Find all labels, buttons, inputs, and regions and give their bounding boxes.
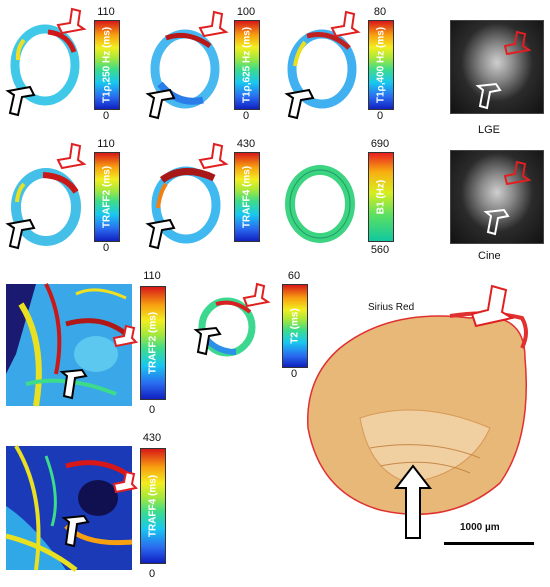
colorbar-max: 430: [236, 138, 256, 150]
white-arrow-icon: [483, 208, 510, 236]
red-arrow-icon: [503, 30, 532, 56]
colorbar-t1rho-400: T1ρ,400 Hz (ms): [368, 20, 394, 110]
red-arrow-icon: [198, 142, 229, 170]
colorbar-t1rho-250: T1ρ,250 Hz (ms): [94, 20, 120, 110]
colorbar-label: T2 (ms): [289, 308, 301, 344]
map-t1rho-400: [287, 29, 357, 109]
black-arrow-icon: [61, 514, 90, 548]
colorbar-max: 110: [143, 270, 161, 282]
scale-bar: [444, 542, 534, 545]
colorbar-max: 60: [287, 270, 301, 282]
colorbar-min: 0: [242, 110, 250, 122]
map-t1rho-250: [10, 24, 80, 106]
colorbar-traff2-top: TRAFF2 (ms): [94, 152, 120, 242]
caption-cine: Cine: [478, 250, 501, 262]
colorbar-max: 430: [142, 432, 162, 444]
map-traff2-top: [11, 168, 81, 246]
colorbar-min: 0: [376, 110, 384, 122]
black-arrow-icon: [193, 326, 222, 356]
colorbar-max: 110: [97, 6, 115, 18]
red-arrow-icon: [112, 324, 139, 348]
colorbar-min: 0: [290, 368, 298, 380]
colorbar-min: 0: [148, 568, 156, 580]
red-arrow-icon: [470, 284, 515, 328]
colorbar-min: 0: [148, 404, 156, 416]
caption-lge: LGE: [478, 124, 501, 136]
colorbar-max: 80: [373, 6, 387, 18]
colorbar-min: 0: [102, 242, 110, 254]
map-b1: [285, 165, 355, 243]
colorbar-t1rho-625: T1ρ,625 Hz (ms): [234, 20, 260, 110]
colorbar-label: B1 (Hz): [375, 179, 387, 215]
colorbar-label: T1ρ,625 Hz (ms): [241, 26, 253, 104]
colorbar-label: TRAFF4 (ms): [241, 165, 253, 229]
colorbar-max: 100: [236, 6, 256, 18]
caption-sirius-red: Sirius Red: [368, 302, 415, 313]
colorbar-min: 0: [102, 110, 110, 122]
red-arrow-icon: [112, 470, 139, 494]
red-arrow-icon: [198, 10, 229, 38]
black-arrow-icon: [5, 85, 36, 117]
black-arrow-icon: [5, 218, 36, 250]
black-arrow-icon: [284, 88, 315, 120]
colorbar-traff4-top: TRAFF4 (ms): [234, 152, 260, 242]
red-arrow-icon: [56, 142, 87, 170]
red-arrow-icon: [242, 282, 271, 308]
sirius-red-histology: [307, 311, 528, 516]
colorbar-label: TRAFF4 (ms): [147, 474, 159, 538]
red-arrow-icon: [330, 10, 361, 38]
colorbar-traff2-fullfield: TRAFF2 (ms): [140, 286, 166, 400]
white-arrow-icon: [475, 82, 502, 110]
red-arrow-icon: [503, 160, 532, 186]
map-traff4-fullfield: [5, 444, 133, 572]
black-arrow-icon: [145, 218, 176, 250]
colorbar-b1: B1 (Hz): [368, 152, 394, 242]
colorbar-max: 690: [370, 138, 390, 150]
colorbar-max: 110: [97, 138, 115, 150]
colorbar-label: T1ρ,400 Hz (ms): [375, 26, 387, 104]
black-arrow-icon: [145, 88, 176, 120]
colorbar-traff4-fullfield: TRAFF4 (ms): [140, 448, 166, 564]
black-arrow-icon: [59, 368, 88, 400]
black-arrow-icon: [393, 464, 433, 539]
colorbar-t2: T2 (ms): [282, 284, 308, 368]
red-arrow-icon: [56, 7, 87, 35]
lge-image: [450, 20, 544, 114]
map-traff4-top: [151, 166, 221, 244]
colorbar-label: T1ρ,250 Hz (ms): [101, 26, 113, 104]
colorbar-label: TRAFF2 (ms): [147, 311, 159, 375]
map-t1rho-625: [150, 29, 220, 109]
caption-scale: 1000 µm: [460, 522, 500, 533]
colorbar-label: TRAFF2 (ms): [101, 165, 113, 229]
colorbar-min: 560: [370, 244, 390, 256]
